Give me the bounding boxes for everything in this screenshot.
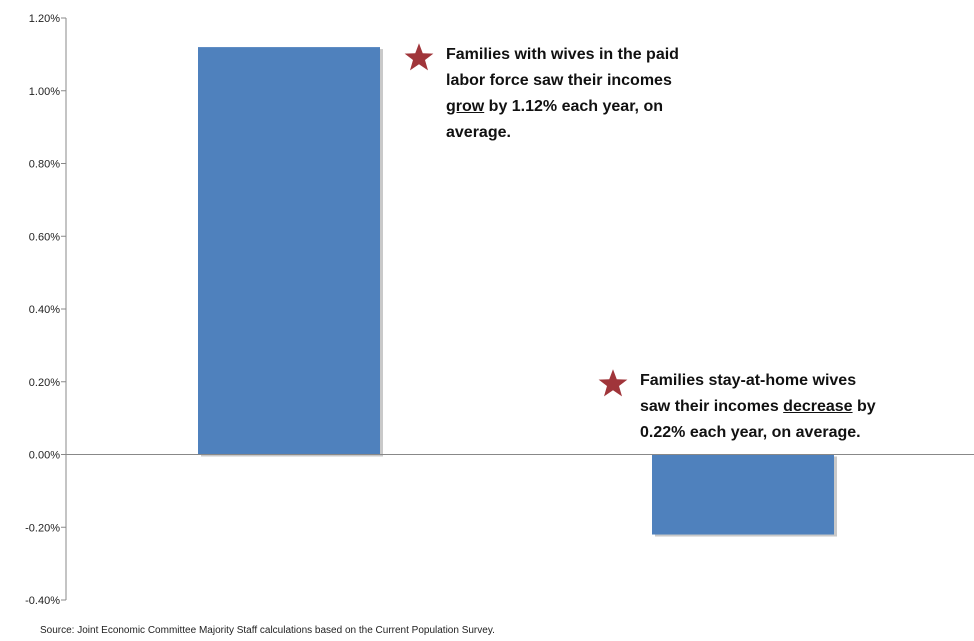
y-tick-label: 0.20% [29,377,60,389]
annotation-2-emphasis: decrease [783,398,853,415]
y-tick-label: 1.00% [29,86,60,98]
star-icon [598,369,628,397]
annotation-2-line-3: 0.22% each year, on average. [640,424,861,441]
annotation-2-line-1: Families stay-at-home wives [640,372,857,389]
y-tick-label: 1.20% [29,13,60,25]
annotation-2-line-2-post: by [852,398,876,415]
bar-2 [652,454,834,535]
bar-1 [198,47,380,455]
annotation-1-line-4: average. [446,124,511,141]
annotation-1-emphasis: grow [446,98,485,115]
y-tick-label: 0.40% [29,304,60,316]
source-note: Source: Joint Economic Committee Majorit… [40,625,495,636]
annotation-2-line-2: saw their incomes decrease by [640,394,950,420]
annotation-1-line-2: labor force saw their incomes [446,72,672,89]
annotation-1-line-3-rest: by 1.12% each year, on [484,98,663,115]
y-tick-label: 0.80% [29,159,60,171]
annotation-2-line-2-pre: saw their incomes [640,398,784,415]
y-tick-label: -0.20% [25,522,60,534]
y-tick-label: -0.40% [25,595,60,607]
y-axis-ticks: 1.20% 1.00% 0.80% 0.60% 0.40% 0.20% 0.00% -0.20… [25,13,66,607]
annotation-1: Families with wives in the paid labor fo… [404,42,746,146]
annotation-2: Families stay-at-home wives saw their in… [598,368,950,446]
star-icon [404,43,434,71]
annotation-1-line-1: Families with wives in the paid [446,46,679,63]
y-tick-label: 0.60% [29,231,60,243]
y-tick-label: 0.00% [29,450,60,462]
annotation-1-line-3: grow by 1.12% each year, on [446,94,746,120]
bars [198,47,837,537]
